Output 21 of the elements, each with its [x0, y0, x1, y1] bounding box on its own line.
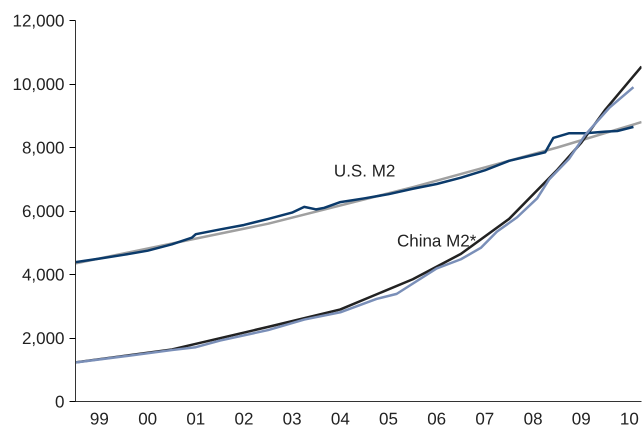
y-tick-label: 8,000: [22, 138, 65, 158]
x-tick-label: 05: [379, 410, 398, 428]
series-label: China M2*: [396, 231, 477, 250]
y-tick-label: 6,000: [22, 202, 65, 221]
y-tick-label: 12,000: [12, 12, 65, 30]
x-tick-label: 03: [282, 410, 302, 428]
x-tick-label: 08: [524, 410, 543, 428]
series-label: U.S. M2: [334, 161, 396, 180]
y-tick-label: 10,000: [12, 75, 65, 94]
x-tick-label: 10: [620, 410, 639, 428]
y-tick-label: 0: [55, 392, 65, 412]
x-tick-label: 99: [90, 410, 109, 428]
x-tick-label: 06: [427, 410, 446, 428]
y-tick-label: 4,000: [22, 266, 65, 284]
x-tick-label: 07: [475, 410, 494, 428]
x-tick-label: 09: [572, 410, 591, 428]
x-tick-label: 04: [330, 410, 350, 428]
x-tick-label: 02: [234, 410, 254, 428]
x-tick-label: 00: [138, 410, 158, 428]
y-tick-label: 2,000: [22, 329, 65, 348]
x-tick-label: 01: [186, 410, 206, 428]
